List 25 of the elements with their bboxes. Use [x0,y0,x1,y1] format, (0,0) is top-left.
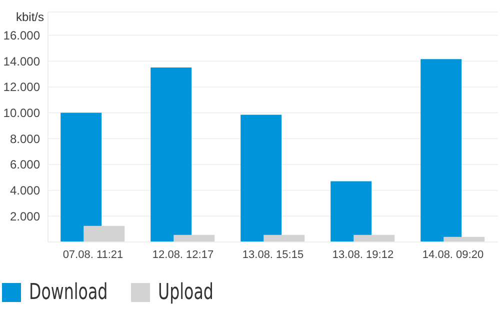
bar [420,59,462,242]
bar [330,181,372,242]
legend-label: Upload [158,280,214,305]
x-tick-label: 14.08. 09:20 [422,248,484,261]
x-tick-label: 13.08. 15:15 [242,248,304,261]
y-tick-label: 12.000 [3,80,40,94]
bar [354,234,395,242]
legend-label: Download [29,280,108,305]
bar [240,114,282,242]
bar [60,112,102,242]
x-tick-label: 07.08. 11:21 [62,248,124,261]
y-tick-label: 14.000 [3,54,40,68]
y-tick-label: 4.000 [10,184,40,198]
y-axis-title: kbit/s [14,10,44,24]
bar [150,68,192,242]
y-tick-label: 16.000 [3,28,40,43]
bar [84,226,125,242]
y-tick-label: 8.000 [10,132,40,146]
x-tick-label: 12.08. 12:17 [152,248,214,261]
y-tick-label: 2.000 [10,209,40,224]
bar [174,234,215,242]
y-tick-label: 10.000 [3,106,40,120]
y-tick-label: 6.000 [10,158,40,172]
x-tick-label: 13.08. 19:12 [332,248,394,261]
bar [264,234,305,242]
